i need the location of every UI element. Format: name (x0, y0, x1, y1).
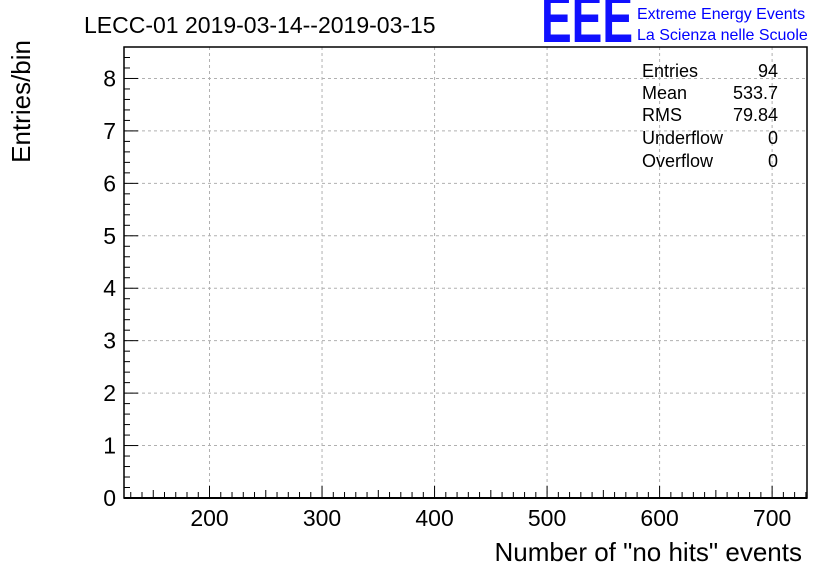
stats-rms-value: 79.84 (733, 105, 778, 125)
histogram-bar (750, 446, 757, 498)
stats-mean-value: 533.7 (733, 83, 778, 103)
histogram-bar (513, 446, 520, 498)
stats-entries-label: Entries (642, 61, 698, 81)
eee-logo: EEE Extreme Energy Events La Scienza nel… (541, 0, 808, 57)
histogram-bar (736, 446, 743, 498)
plot-frame (123, 46, 808, 499)
x-tick-label: 400 (415, 505, 453, 531)
y-tick-label: 6 (103, 170, 116, 196)
stats-overflow-value: 0 (768, 151, 778, 171)
x-axis-title: Number of "no hits" events (495, 537, 803, 567)
y-tick-label: 3 (103, 328, 116, 354)
histogram-bar (223, 446, 230, 498)
logo-line-2: La Scienza nelle Scuole (637, 27, 808, 44)
stats-underflow-label: Underflow (642, 128, 724, 148)
y-tick-label: 1 (103, 433, 116, 459)
histogram-bar (540, 236, 547, 498)
y-tick-label: 7 (103, 118, 116, 144)
histogram-bar (588, 131, 595, 498)
histogram-bar (702, 446, 709, 498)
stats-underflow-value: 0 (768, 128, 778, 148)
chart-title: LECC-01 2019-03-14--2019-03-15 (84, 12, 436, 38)
histogram-bar (615, 446, 622, 498)
axis-ticks: 200 300 400 500 600 700 0 1 2 3 4 5 6 7 8 (103, 56, 807, 531)
x-tick-label: 600 (640, 505, 678, 531)
x-tick-label: 500 (528, 505, 566, 531)
y-tick-label: 5 (103, 223, 116, 249)
histogram-bar (520, 341, 527, 498)
histogram-bar (642, 446, 649, 498)
stats-rms-label: RMS (642, 105, 682, 125)
y-tick-label: 4 (103, 275, 116, 301)
x-tick-label: 700 (753, 505, 791, 531)
histogram-bar (601, 341, 608, 498)
histogram-bar (635, 446, 642, 498)
histogram-bar (156, 446, 163, 498)
histogram-bar (567, 236, 574, 498)
histogram-bar (594, 236, 601, 498)
y-tick-label: 2 (103, 380, 116, 406)
x-tick-label: 300 (303, 505, 341, 531)
x-tick-label: 200 (190, 505, 228, 531)
y-axis-title: Entries/bin (6, 40, 36, 163)
logo-line-1: Extreme Energy Events (637, 6, 805, 23)
stats-entries-value: 94 (758, 61, 778, 81)
histogram-bar (480, 446, 487, 498)
grid-lines (124, 47, 807, 498)
stats-overflow-label: Overflow (642, 151, 714, 171)
y-tick-label: 0 (103, 485, 116, 511)
y-tick-label: 8 (103, 65, 116, 91)
histogram-bar (574, 131, 581, 498)
stats-box: Entries 94 Mean 533.7 RMS 79.84 Underflo… (642, 61, 778, 171)
stats-mean-label: Mean (642, 83, 687, 103)
logo-mark: EEE (541, 0, 633, 57)
